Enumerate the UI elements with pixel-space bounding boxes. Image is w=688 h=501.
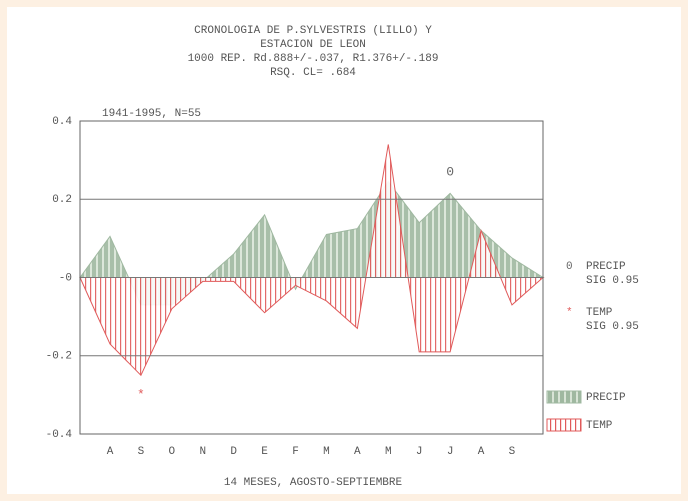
legend-text: SIG 0.95 [586, 275, 639, 287]
legend-swatch [546, 418, 582, 432]
x-tick-label: M [385, 446, 392, 458]
legend-symbol: 0 [566, 261, 573, 273]
x-tick-label: O [169, 446, 176, 458]
y-tick-label: 0.2 [52, 194, 72, 206]
y-tick-label: 0.4 [52, 116, 72, 128]
legend-label: TEMP [586, 420, 613, 432]
x-tick-label: S [138, 446, 145, 458]
subtitle: 1941-1995, N=55 [102, 108, 201, 120]
chart-title: ESTACION DE LEON [260, 39, 366, 51]
x-tick-label: A [354, 446, 361, 458]
legend-text: TEMP [586, 307, 613, 319]
chart-title: 1000 REP. Rd.888+/-.037, R1.376+/-.189 [188, 53, 439, 65]
y-tick-label: -0 [59, 272, 72, 284]
y-tick-label: -0.2 [46, 351, 72, 363]
x-tick-label: D [230, 446, 237, 458]
annotation: 0 [446, 164, 454, 179]
x-tick-label: F [292, 446, 299, 458]
y-tick-label: -0.4 [46, 429, 73, 441]
plot-frame [79, 120, 544, 435]
annotation: * [137, 387, 145, 402]
x-tick-label: J [416, 446, 423, 458]
legend-text: SIG 0.95 [586, 321, 639, 333]
x-axis-label: 14 MESES, AGOSTO-SEPTIEMBRE [224, 477, 403, 489]
chart-title: CRONOLOGIA DE P.SYLVESTRIS (LILLO) Y [194, 25, 432, 37]
legend-swatch [546, 390, 582, 404]
x-tick-label: S [509, 446, 516, 458]
x-tick-label: A [107, 446, 114, 458]
x-tick-label: M [323, 446, 330, 458]
legend-text: PRECIP [586, 261, 626, 273]
x-tick-label: A [478, 446, 485, 458]
x-tick-label: E [261, 446, 268, 458]
x-tick-label: J [447, 446, 454, 458]
chart-title: RSQ. CL= .684 [270, 67, 356, 79]
legend-symbol: * [566, 307, 573, 319]
x-tick-label: N [199, 446, 206, 458]
legend-label: PRECIP [586, 392, 626, 404]
area-1 [79, 144, 545, 377]
